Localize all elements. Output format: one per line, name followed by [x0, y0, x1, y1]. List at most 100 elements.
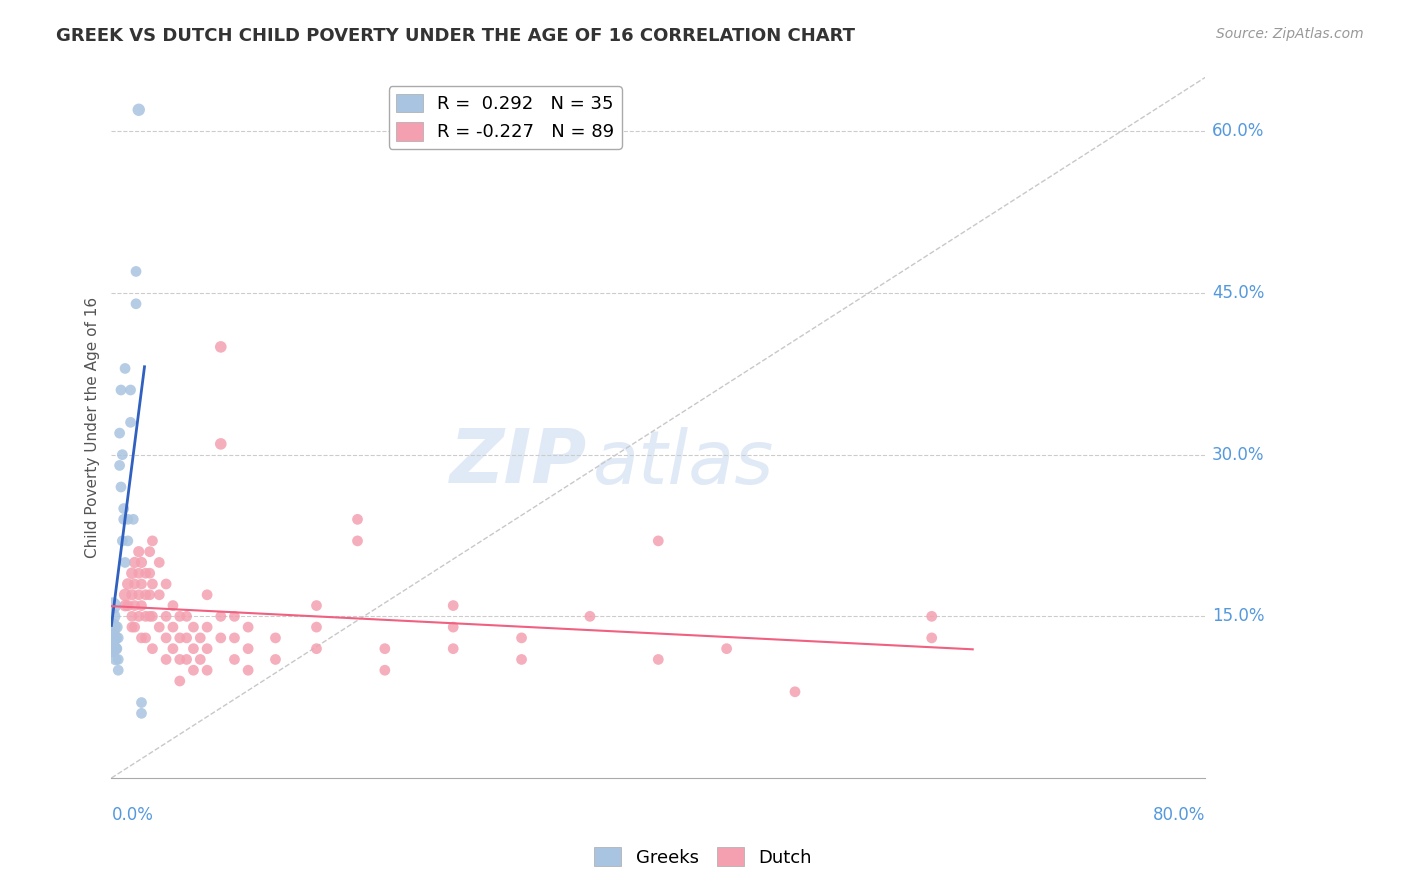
- Point: [108, 458, 131, 473]
- Point: [108, 426, 131, 441]
- Point: [128, 609, 150, 624]
- Point: [110, 480, 132, 494]
- Point: [148, 588, 170, 602]
- Point: [104, 641, 127, 656]
- Point: [125, 264, 148, 278]
- Point: [155, 577, 177, 591]
- Point: [131, 599, 153, 613]
- Point: [112, 501, 135, 516]
- Point: [141, 609, 163, 624]
- Point: [111, 533, 134, 548]
- Point: [128, 103, 150, 117]
- Point: [188, 631, 211, 645]
- Point: [101, 609, 124, 624]
- Point: [162, 641, 184, 656]
- Point: [647, 652, 669, 666]
- Point: [104, 631, 127, 645]
- Point: [183, 663, 205, 677]
- Point: [224, 609, 246, 624]
- Point: [264, 631, 287, 645]
- Point: [100, 641, 122, 656]
- Point: [100, 620, 122, 634]
- Point: [138, 588, 160, 602]
- Point: [579, 609, 602, 624]
- Point: [131, 577, 153, 591]
- Point: [510, 652, 533, 666]
- Point: [120, 383, 142, 397]
- Point: [647, 533, 669, 548]
- Point: [107, 652, 129, 666]
- Point: [121, 609, 143, 624]
- Point: [107, 631, 129, 645]
- Point: [236, 641, 259, 656]
- Point: [112, 512, 135, 526]
- Text: Source: ZipAtlas.com: Source: ZipAtlas.com: [1216, 27, 1364, 41]
- Point: [128, 544, 150, 558]
- Point: [110, 383, 132, 397]
- Point: [114, 588, 136, 602]
- Text: 30.0%: 30.0%: [1212, 446, 1264, 464]
- Legend: Greeks, Dutch: Greeks, Dutch: [586, 840, 820, 874]
- Point: [209, 609, 232, 624]
- Point: [162, 620, 184, 634]
- Point: [305, 599, 328, 613]
- Text: 45.0%: 45.0%: [1212, 284, 1264, 302]
- Point: [195, 641, 218, 656]
- Point: [141, 641, 163, 656]
- Point: [374, 663, 396, 677]
- Point: [114, 556, 136, 570]
- Point: [138, 544, 160, 558]
- Point: [135, 566, 157, 581]
- Point: [117, 533, 139, 548]
- Point: [305, 641, 328, 656]
- Point: [111, 448, 134, 462]
- Point: [224, 652, 246, 666]
- Point: [131, 706, 153, 721]
- Point: [107, 663, 129, 677]
- Point: [236, 620, 259, 634]
- Point: [374, 641, 396, 656]
- Point: [135, 631, 157, 645]
- Point: [162, 599, 184, 613]
- Point: [195, 663, 218, 677]
- Point: [441, 641, 464, 656]
- Point: [121, 588, 143, 602]
- Point: [103, 641, 125, 656]
- Point: [441, 620, 464, 634]
- Point: [169, 673, 191, 688]
- Point: [141, 577, 163, 591]
- Point: [209, 631, 232, 645]
- Point: [183, 641, 205, 656]
- Point: [135, 609, 157, 624]
- Point: [305, 620, 328, 634]
- Point: [117, 512, 139, 526]
- Point: [195, 620, 218, 634]
- Point: [105, 620, 128, 634]
- Point: [921, 609, 943, 624]
- Point: [104, 652, 127, 666]
- Point: [176, 609, 198, 624]
- Point: [121, 620, 143, 634]
- Point: [783, 685, 806, 699]
- Point: [176, 652, 198, 666]
- Point: [195, 588, 218, 602]
- Point: [138, 566, 160, 581]
- Point: [124, 556, 146, 570]
- Text: 80.0%: 80.0%: [1153, 806, 1205, 824]
- Point: [124, 620, 146, 634]
- Point: [101, 599, 124, 613]
- Point: [169, 652, 191, 666]
- Point: [264, 652, 287, 666]
- Point: [117, 577, 139, 591]
- Point: [441, 599, 464, 613]
- Point: [131, 696, 153, 710]
- Point: [169, 631, 191, 645]
- Point: [148, 556, 170, 570]
- Point: [128, 588, 150, 602]
- Point: [103, 631, 125, 645]
- Point: [169, 609, 191, 624]
- Point: [131, 631, 153, 645]
- Point: [224, 631, 246, 645]
- Point: [105, 641, 128, 656]
- Point: [188, 652, 211, 666]
